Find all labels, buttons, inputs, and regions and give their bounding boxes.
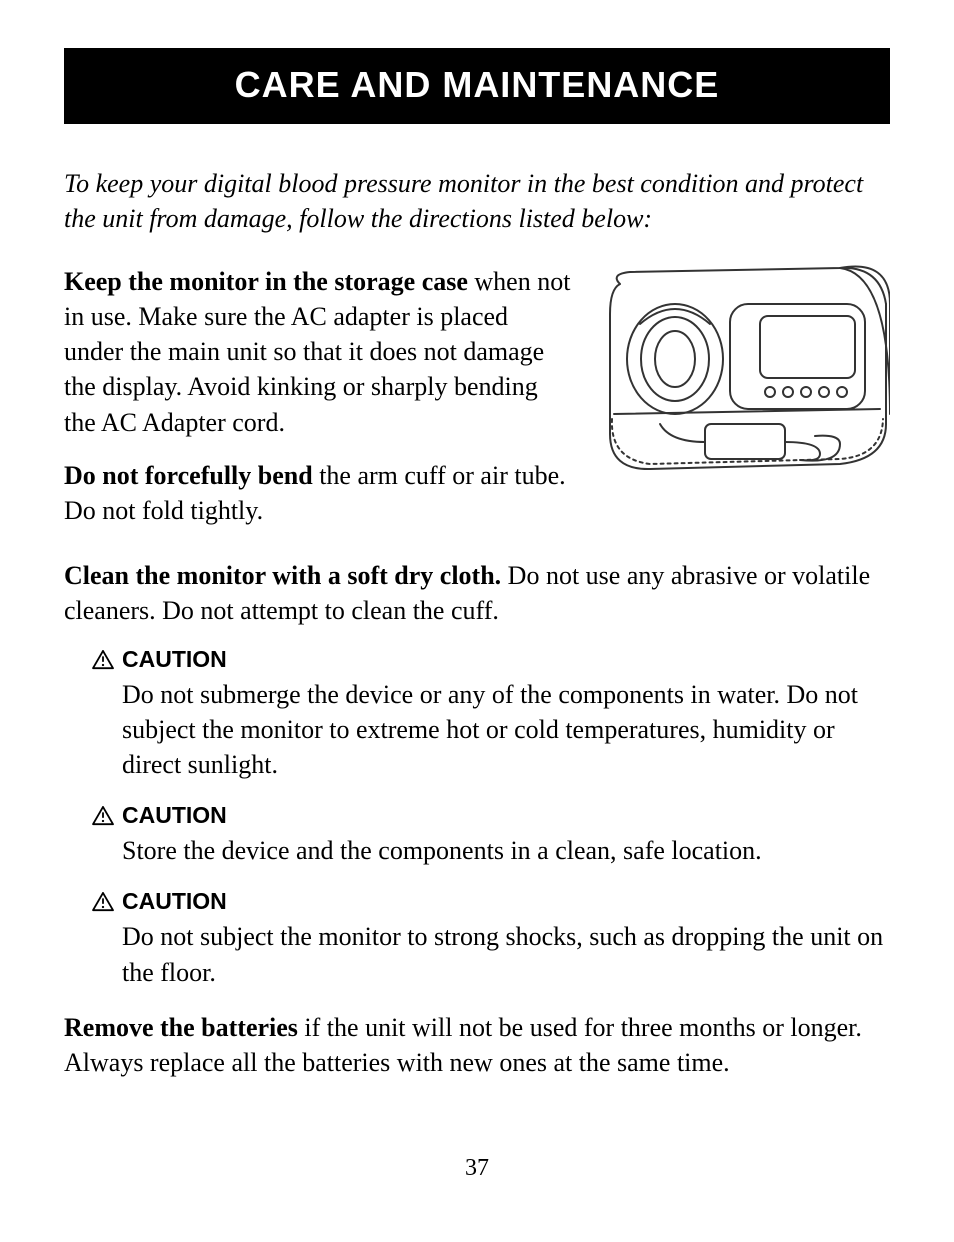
caution-heading: CAUTION <box>92 646 890 673</box>
page-number: 37 <box>0 1155 954 1182</box>
para-lead: Remove the batteries <box>64 1013 298 1042</box>
para-lead: Do not forcefully bend <box>64 461 313 490</box>
para-remove-batteries: Remove the batteries if the unit will no… <box>64 1010 890 1080</box>
storage-instruction-block: Keep the monitor in the storage case whe… <box>64 264 890 546</box>
caution-heading: CAUTION <box>92 888 890 915</box>
caution-label: CAUTION <box>122 646 227 673</box>
caution-block: CAUTION Do not subject the monitor to st… <box>92 888 890 989</box>
caution-label: CAUTION <box>122 802 227 829</box>
storage-case-illustration <box>590 264 890 484</box>
caution-text: Store the device and the components in a… <box>122 833 890 868</box>
manual-page: CARE AND MAINTENANCE To keep your digita… <box>0 0 954 1242</box>
para-do-not-bend: Do not forcefully bend the arm cuff or a… <box>64 458 572 528</box>
caution-label: CAUTION <box>122 888 227 915</box>
para-keep-in-case: Keep the monitor in the storage case whe… <box>64 264 572 439</box>
warning-triangle-icon <box>92 806 114 826</box>
caution-text: Do not submerge the device or any of the… <box>122 677 890 782</box>
intro-text: To keep your digital blood pressure moni… <box>64 166 890 236</box>
caution-heading: CAUTION <box>92 802 890 829</box>
section-title: CARE AND MAINTENANCE <box>64 48 890 124</box>
para-clean-cloth: Clean the monitor with a soft dry cloth.… <box>64 558 890 628</box>
para-lead: Keep the monitor in the storage case <box>64 267 468 296</box>
para-lead: Clean the monitor with a soft dry cloth. <box>64 561 501 590</box>
caution-text: Do not subject the monitor to strong sho… <box>122 919 890 989</box>
warning-triangle-icon <box>92 892 114 912</box>
caution-block: CAUTION Store the device and the compone… <box>92 802 890 868</box>
warning-triangle-icon <box>92 650 114 670</box>
caution-block: CAUTION Do not submerge the device or an… <box>92 646 890 782</box>
